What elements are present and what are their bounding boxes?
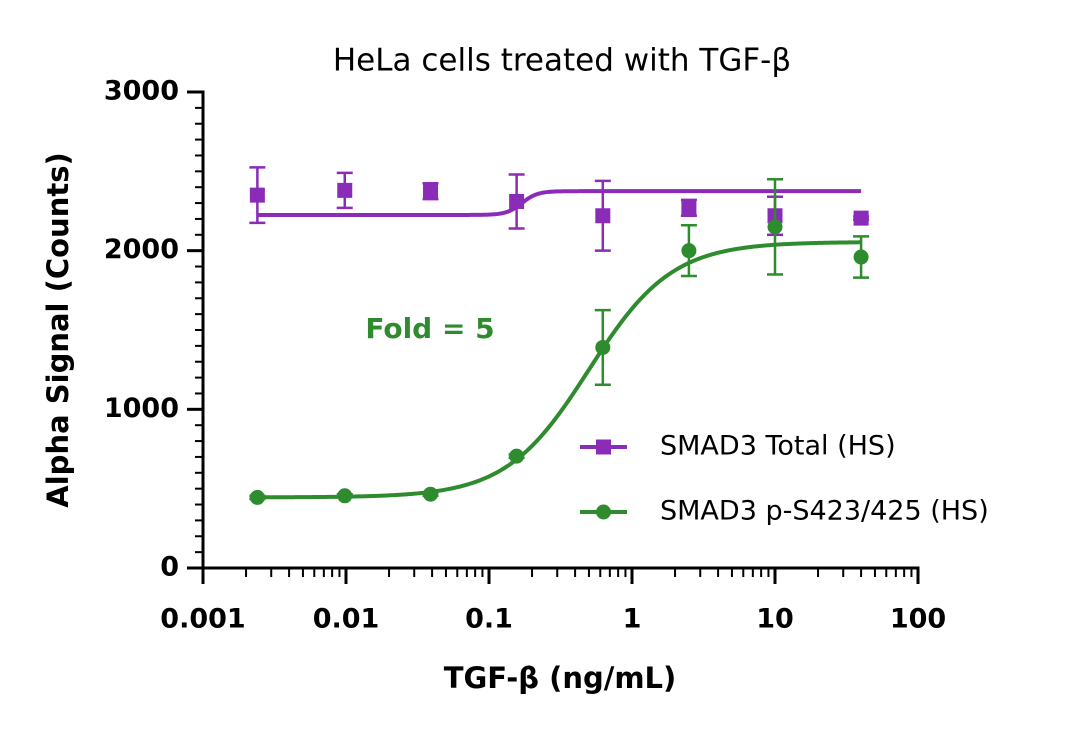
marker [681, 200, 697, 216]
x-axis-label: TGF-β (ng/mL) [444, 661, 677, 695]
x-tick-label: 100 [890, 604, 946, 635]
x-tick-label: 0.001 [160, 604, 245, 635]
legend-label: SMAD3 p-S423/425 (HS) [660, 496, 989, 527]
fit-curve [257, 189, 862, 217]
fit-curve [257, 240, 862, 500]
chart-title: HeLa cells treated with TGF-β [333, 43, 791, 79]
marker [249, 187, 265, 203]
x-tick-label: 1 [623, 604, 642, 635]
y-axis-label: Alpha Signal (Counts) [41, 152, 75, 507]
legend-label: SMAD3 Total (HS) [660, 431, 896, 462]
marker [509, 448, 525, 464]
x-tick-label: 10 [756, 604, 794, 635]
marker [596, 439, 611, 455]
x-tick-label: 0.01 [313, 604, 380, 635]
annotation: Fold = 5 [365, 312, 494, 345]
y-tick-label: 1000 [104, 393, 179, 424]
y-tick-label: 3000 [104, 76, 179, 107]
marker [853, 249, 869, 265]
marker [509, 193, 525, 209]
x-tick-label: 0.1 [465, 604, 513, 635]
marker [767, 219, 783, 235]
marker [595, 208, 611, 224]
marker [423, 486, 439, 502]
marker [681, 243, 697, 259]
y-tick-label: 0 [160, 552, 179, 583]
y-tick-label: 2000 [104, 234, 179, 265]
marker [595, 339, 611, 355]
marker [423, 183, 439, 199]
marker [249, 489, 265, 505]
marker [853, 210, 869, 226]
marker [596, 504, 611, 520]
marker [337, 488, 353, 504]
marker [337, 182, 353, 198]
